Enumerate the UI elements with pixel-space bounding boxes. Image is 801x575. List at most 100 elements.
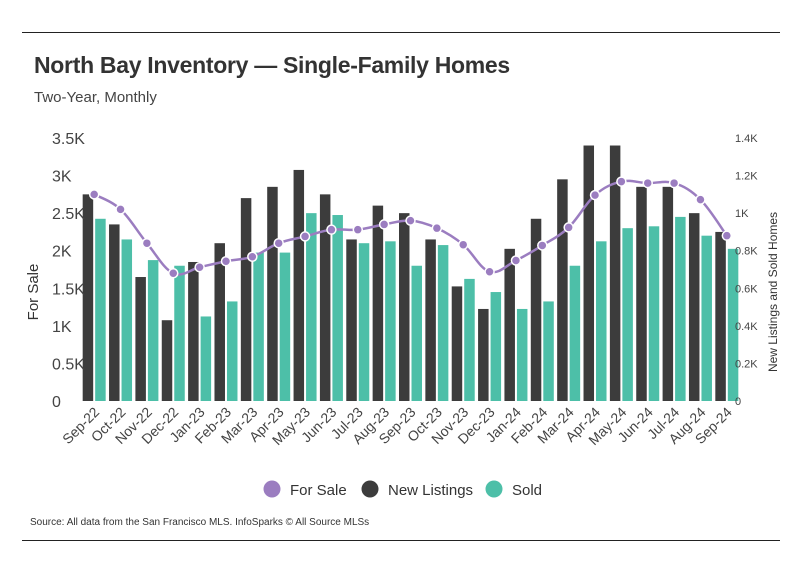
for-sale-point	[168, 268, 179, 279]
new-listings-bar	[504, 248, 515, 401]
new-listings-bar	[161, 320, 173, 401]
sold-bar	[332, 215, 343, 401]
new-listings-bar	[267, 186, 278, 401]
new-listings-bar	[425, 239, 436, 401]
sold-bar	[490, 292, 502, 401]
new-listings-bar	[399, 213, 410, 401]
sold-bar	[516, 308, 528, 401]
for-sale-point	[431, 222, 443, 234]
sold-bar	[306, 213, 317, 401]
left-tick-label: 1K	[52, 319, 72, 336]
for-sale-point	[563, 222, 574, 233]
for-sale-point	[88, 189, 100, 200]
right-axis-title: New Listings and Sold Homes	[766, 212, 780, 372]
sold-bar	[543, 301, 554, 401]
for-sale-point	[273, 237, 284, 249]
new-listings-bar	[372, 205, 384, 401]
for-sale-point	[299, 231, 311, 242]
new-listings-bar	[583, 145, 595, 401]
new-listings-bar	[319, 194, 331, 401]
x-axis-ticks: Sep-22Oct-22Nov-22Dec-22Jan-23Feb-23Mar-…	[59, 404, 735, 448]
source-note: Source: All data from the San Francisco …	[30, 517, 370, 528]
sold-bar	[464, 278, 475, 401]
left-tick-label: 3K	[52, 169, 72, 186]
sold-bar	[727, 248, 739, 401]
new-listings-bar	[109, 224, 120, 401]
for-sale-point	[141, 237, 153, 249]
new-listings-bar	[240, 198, 252, 401]
sold-bar	[200, 316, 212, 401]
new-listings-bar	[188, 261, 199, 401]
for-sale-point	[537, 240, 548, 251]
for-sale-point	[457, 239, 469, 250]
for-sale-point	[220, 255, 232, 267]
legend-swatch	[361, 480, 379, 498]
new-listings-bar	[636, 186, 647, 401]
left-tick-label: 3.5K	[52, 131, 85, 148]
for-sale-point	[721, 230, 733, 241]
new-listings-bar	[293, 169, 305, 401]
for-sale-point	[115, 204, 126, 215]
new-listings-bar	[478, 308, 489, 401]
sold-bar	[95, 218, 106, 401]
sold-bar	[622, 228, 633, 401]
for-sale-point	[668, 177, 680, 189]
new-listings-bar	[214, 243, 225, 401]
for-sale-point	[247, 251, 258, 262]
for-sale-point	[484, 266, 495, 278]
sold-bar	[253, 252, 264, 401]
left-tick-label: 0.5K	[52, 356, 85, 373]
legend-swatch	[485, 480, 503, 498]
right-tick-label: 0.6K	[735, 283, 758, 295]
sold-bar	[226, 301, 238, 401]
right-axis-ticks: 0 0.2K 0.4K 0.6K 0.8K 1K 1.2K 1.4K	[735, 133, 758, 408]
legend-label: Sold	[512, 482, 542, 499]
new-listings-bar	[557, 179, 568, 401]
sold-bar	[437, 245, 449, 401]
left-axis-title: For Sale	[25, 264, 42, 321]
for-sale-point	[510, 255, 522, 266]
left-tick-label: 1.5K	[52, 281, 85, 298]
top-rule	[22, 32, 780, 33]
right-tick-label: 0.8K	[735, 246, 758, 258]
new-listings-bar	[688, 213, 700, 401]
left-tick-label: 2K	[52, 244, 72, 261]
chart-title: North Bay Inventory — Single-Family Home…	[34, 52, 510, 78]
for-sale-point	[352, 224, 364, 235]
sold-bar	[147, 260, 159, 401]
left-axis-ticks: 0 0.5K 1K 1.5K 2K 2.5K 3K 3.5K	[52, 131, 85, 411]
sold-bar	[385, 241, 396, 401]
sold-bar	[174, 265, 185, 401]
right-tick-label: 0	[735, 396, 741, 408]
right-tick-label: 1.4K	[735, 133, 758, 145]
legend-label: New Listings	[388, 482, 473, 499]
sold-bar	[675, 216, 686, 401]
for-sale-point	[194, 261, 205, 273]
new-listings-bar	[82, 194, 94, 401]
left-tick-label: 2.5K	[52, 206, 85, 223]
new-listings-bar	[715, 231, 726, 401]
new-listings-bar	[662, 186, 674, 401]
sold-bar	[411, 265, 422, 401]
bars-layer	[82, 145, 739, 401]
new-listings-bar	[346, 239, 357, 401]
legend-label: For Sale	[290, 482, 347, 499]
sold-bar	[121, 239, 133, 401]
new-listings-bar	[609, 145, 621, 401]
for-sale-point	[695, 194, 706, 205]
for-sale-line-layer	[88, 176, 733, 279]
for-sale-point	[616, 176, 627, 187]
sold-bar	[596, 241, 607, 401]
new-listings-bar	[530, 218, 542, 401]
new-listings-bar	[451, 286, 463, 401]
sold-bar	[701, 235, 712, 401]
sold-bar	[648, 226, 660, 401]
sold-bar	[569, 265, 581, 401]
legend-swatch	[263, 480, 281, 498]
for-sale-point	[405, 215, 416, 226]
for-sale-point	[589, 189, 601, 201]
right-tick-label: 0.2K	[735, 358, 758, 370]
legend: For Sale New Listings Sold	[263, 480, 542, 499]
bottom-rule	[22, 540, 780, 541]
